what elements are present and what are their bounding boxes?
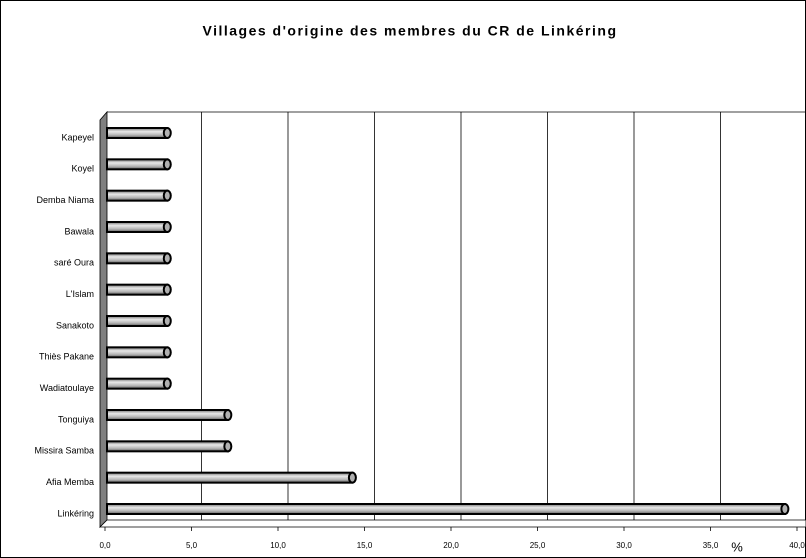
y-tick-label: Thiès Pakane: [39, 352, 94, 362]
y-tick-label: L'Islam: [66, 289, 94, 299]
x-tick-label: 5,0: [186, 541, 198, 550]
bar: [106, 127, 172, 139]
bar: [106, 189, 172, 202]
bar-body: [106, 346, 169, 359]
bar-body: [106, 377, 169, 390]
x-tick-label: 10,0: [270, 541, 286, 550]
bar: [106, 409, 233, 421]
bar: [106, 440, 233, 453]
x-tick-label: 40,0: [789, 541, 805, 550]
y-tick-label: Bawala: [64, 226, 94, 236]
y-tick-label: Tonguiya: [58, 414, 94, 424]
bar-cap: [162, 315, 172, 327]
x-axis-label: %: [731, 539, 743, 554]
bar-cap: [162, 221, 172, 233]
bar-body: [106, 409, 229, 421]
x-tick-label: 30,0: [616, 541, 632, 550]
bar: [106, 471, 357, 484]
bar-body: [106, 440, 229, 453]
x-tick-label: 35,0: [703, 541, 719, 550]
bar: [106, 315, 172, 327]
bar-body: [106, 221, 169, 233]
y-tick-label: Afia Memba: [46, 477, 94, 487]
bar-body: [106, 471, 354, 484]
y-tick-label: Missira Samba: [34, 446, 94, 456]
bar-cap: [162, 252, 172, 265]
bar-body: [106, 189, 169, 202]
y-tick-label: Demba Niama: [36, 195, 94, 205]
chart-title: Villages d'origine des membres du CR de …: [203, 23, 618, 39]
bar-cap: [780, 503, 790, 515]
y-tick-label: Koyel: [71, 164, 94, 174]
bar: [106, 503, 790, 515]
bar-cap: [162, 377, 172, 390]
y-tick-label: Sanakoto: [56, 320, 94, 330]
side-wall: [99, 110, 108, 528]
x-tick-label: 15,0: [357, 541, 373, 550]
bar-cap: [162, 189, 172, 202]
bar-cap: [162, 346, 172, 359]
y-tick-label: saré Oura: [54, 258, 94, 268]
y-tick-label: Wadiatoulaye: [40, 383, 94, 393]
x-tick-label: 25,0: [530, 541, 546, 550]
bar: [106, 221, 172, 233]
y-tick-label: Kapeyel: [61, 132, 94, 142]
bar: [106, 283, 172, 296]
bar-body: [106, 127, 169, 139]
bar-body: [106, 283, 169, 296]
bar-cap: [347, 471, 357, 484]
bar-body: [106, 158, 169, 171]
bar-cap: [162, 158, 172, 171]
y-tick-label: Linkéring: [57, 508, 94, 518]
bar-cap: [162, 283, 172, 296]
bar-cap: [162, 127, 172, 139]
bar: [106, 158, 172, 171]
bar-cap: [223, 409, 233, 421]
bar: [106, 346, 172, 359]
bar: [106, 377, 172, 390]
x-tick-label: 0,0: [99, 541, 111, 550]
bar: [106, 252, 172, 265]
floor: [99, 519, 806, 528]
bar-body: [106, 315, 169, 327]
bar-body: [106, 503, 786, 515]
bar-cap: [223, 440, 233, 453]
x-tick-label: 20,0: [443, 541, 459, 550]
bar-body: [106, 252, 169, 265]
